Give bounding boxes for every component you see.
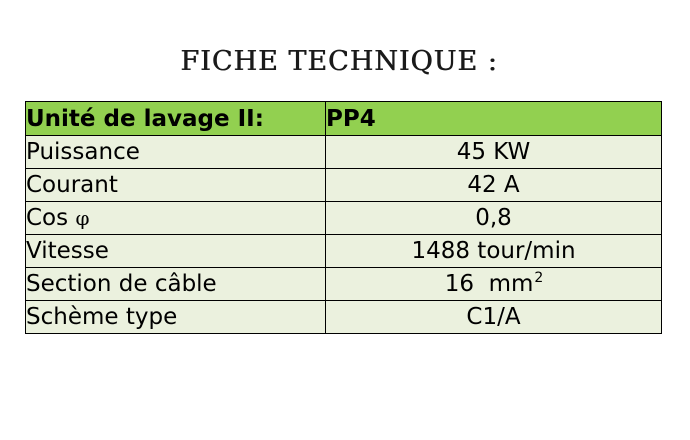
row-value-courant: 42 A: [325, 168, 662, 202]
table-row: Puissance 45 KW: [25, 135, 662, 169]
row-value-section-cable: 16 mm2: [325, 267, 662, 301]
header-label: Unité de lavage II:: [25, 101, 326, 136]
spec-table: Unité de lavage II: PP4 Puissance 45 KW …: [25, 101, 662, 334]
row-label-cos-phi: Cos φ: [25, 201, 326, 235]
header-value: PP4: [325, 101, 662, 136]
superscript-two: 2: [534, 270, 544, 286]
table-row: Vitesse 1488 tour/min: [25, 234, 662, 268]
table-row: Schème type C1/A: [25, 300, 662, 334]
table-row: Cos φ 0,8: [25, 201, 662, 235]
section-value-text: 16 mm: [444, 271, 534, 297]
table-row: Courant 42 A: [25, 168, 662, 202]
phi-symbol: φ: [75, 206, 90, 230]
cos-text: Cos: [26, 205, 69, 231]
row-label-puissance: Puissance: [25, 135, 326, 169]
row-label-section-cable: Section de câble: [25, 267, 326, 301]
row-value-vitesse: 1488 tour/min: [325, 234, 662, 268]
row-label-scheme-type: Schème type: [25, 300, 326, 334]
row-value-cos-phi: 0,8: [325, 201, 662, 235]
row-value-scheme-type: C1/A: [325, 300, 662, 334]
page-title: FICHE TECHNIQUE :: [180, 46, 498, 77]
row-label-courant: Courant: [25, 168, 326, 202]
table-row: Section de câble 16 mm2: [25, 267, 662, 301]
table-header-row: Unité de lavage II: PP4: [25, 101, 662, 136]
row-label-vitesse: Vitesse: [25, 234, 326, 268]
row-value-puissance: 45 KW: [325, 135, 662, 169]
